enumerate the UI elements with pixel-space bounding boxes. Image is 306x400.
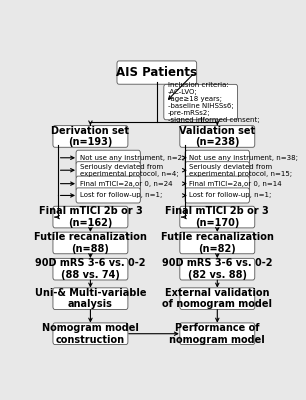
FancyBboxPatch shape: [185, 150, 249, 165]
Text: Performance of
nomogram model: Performance of nomogram model: [170, 323, 265, 344]
Text: Final mTICI=2a,or 0, n=24: Final mTICI=2a,or 0, n=24: [80, 181, 173, 187]
FancyBboxPatch shape: [53, 232, 128, 254]
Text: Lost for follow-up, n=1;: Lost for follow-up, n=1;: [189, 192, 272, 198]
Text: Inclusion criteria:
-AC-LVO;
-age≥18 years;
-baseline NIHSSs6;
-pre-mRSs2;
-sign: Inclusion criteria: -AC-LVO; -age≥18 yea…: [168, 82, 260, 122]
FancyBboxPatch shape: [180, 126, 255, 147]
FancyBboxPatch shape: [180, 232, 255, 254]
Text: Nomogram model
construction: Nomogram model construction: [42, 323, 139, 344]
Text: Futile recanalization
(n=82): Futile recanalization (n=82): [161, 232, 274, 254]
FancyBboxPatch shape: [185, 188, 249, 203]
FancyBboxPatch shape: [76, 162, 140, 179]
Text: Validation set
(n=238): Validation set (n=238): [179, 126, 256, 147]
Text: Seriously deviated from
experimental protocol, n=4;: Seriously deviated from experimental pro…: [80, 164, 179, 177]
Text: Final mTICI 2b or 3
(n=162): Final mTICI 2b or 3 (n=162): [39, 206, 142, 228]
Text: Uni-& Multi-variable
analysis: Uni-& Multi-variable analysis: [35, 288, 146, 310]
FancyBboxPatch shape: [53, 258, 128, 280]
FancyBboxPatch shape: [53, 126, 128, 147]
Text: Futile recanalization
(n=88): Futile recanalization (n=88): [34, 232, 147, 254]
Text: External validation
of nomogram model: External validation of nomogram model: [162, 288, 272, 310]
FancyBboxPatch shape: [53, 288, 128, 310]
FancyBboxPatch shape: [185, 176, 249, 191]
FancyBboxPatch shape: [76, 176, 140, 191]
Text: Lost for follow-up, n=1;: Lost for follow-up, n=1;: [80, 192, 163, 198]
FancyBboxPatch shape: [76, 188, 140, 203]
FancyBboxPatch shape: [53, 206, 128, 228]
Text: 90D mRS 3-6 vs. 0-2
(82 vs. 88): 90D mRS 3-6 vs. 0-2 (82 vs. 88): [162, 258, 273, 280]
Text: Final mTICI=2a,or 0, n=14: Final mTICI=2a,or 0, n=14: [189, 181, 282, 187]
Text: Derivation set
(n=193): Derivation set (n=193): [51, 126, 129, 147]
FancyBboxPatch shape: [180, 206, 255, 228]
FancyBboxPatch shape: [53, 323, 128, 344]
Text: Not use any instrument, n=2;: Not use any instrument, n=2;: [80, 155, 185, 161]
FancyBboxPatch shape: [180, 288, 255, 310]
Text: 90D mRS 3-6 vs. 0-2
(88 vs. 74): 90D mRS 3-6 vs. 0-2 (88 vs. 74): [35, 258, 146, 280]
FancyBboxPatch shape: [180, 258, 255, 280]
FancyBboxPatch shape: [76, 150, 140, 165]
Text: Seriously deviated from
experimental protocol, n=15;: Seriously deviated from experimental pro…: [189, 164, 293, 177]
FancyBboxPatch shape: [185, 162, 249, 179]
Text: Final mTICI 2b or 3
(n=170): Final mTICI 2b or 3 (n=170): [166, 206, 269, 228]
FancyBboxPatch shape: [180, 323, 255, 344]
Text: AIS Patients: AIS Patients: [116, 66, 197, 79]
FancyBboxPatch shape: [117, 61, 197, 84]
FancyBboxPatch shape: [164, 84, 237, 120]
Text: Not use any instrument, n=38;: Not use any instrument, n=38;: [189, 155, 298, 161]
